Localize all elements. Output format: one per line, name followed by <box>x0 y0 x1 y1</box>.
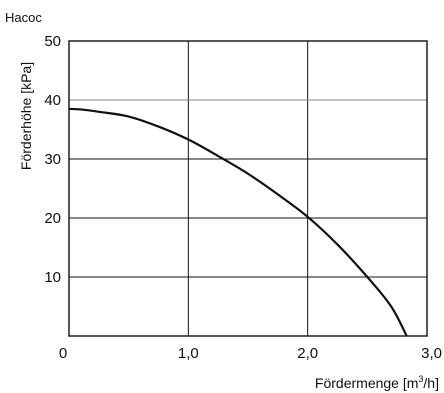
x-axis-label-suffix: /h] <box>423 375 439 391</box>
gridlines <box>69 41 427 336</box>
x-tick-label: 2,0 <box>297 345 318 362</box>
x-axis-label: Fördermenge [m3/h] <box>315 374 439 391</box>
x-tick-labels: 0 1,0 2,0 3,0 <box>59 345 442 362</box>
x-axis-label-superscript: 3 <box>418 374 423 384</box>
y-tick-label: 10 <box>44 269 61 286</box>
y-tick-label: 20 <box>44 210 61 227</box>
corner-label: Hacoc <box>5 10 42 25</box>
y-tick-label: 40 <box>44 92 61 109</box>
x-axis-label-main: Fördermenge [m <box>315 375 418 391</box>
y-tick-label: 50 <box>44 33 61 50</box>
x-tick-label: 3,0 <box>421 345 442 362</box>
y-tick-labels: 10 20 30 40 50 <box>44 33 61 286</box>
series-line <box>68 107 408 337</box>
plot-frame <box>68 40 428 337</box>
x-tick-label: 0 <box>59 345 67 362</box>
y-tick-label: 30 <box>44 151 61 168</box>
x-tick-label: 1,0 <box>178 345 199 362</box>
y-axis-label: Förderhöhe [kPa] <box>18 62 34 170</box>
